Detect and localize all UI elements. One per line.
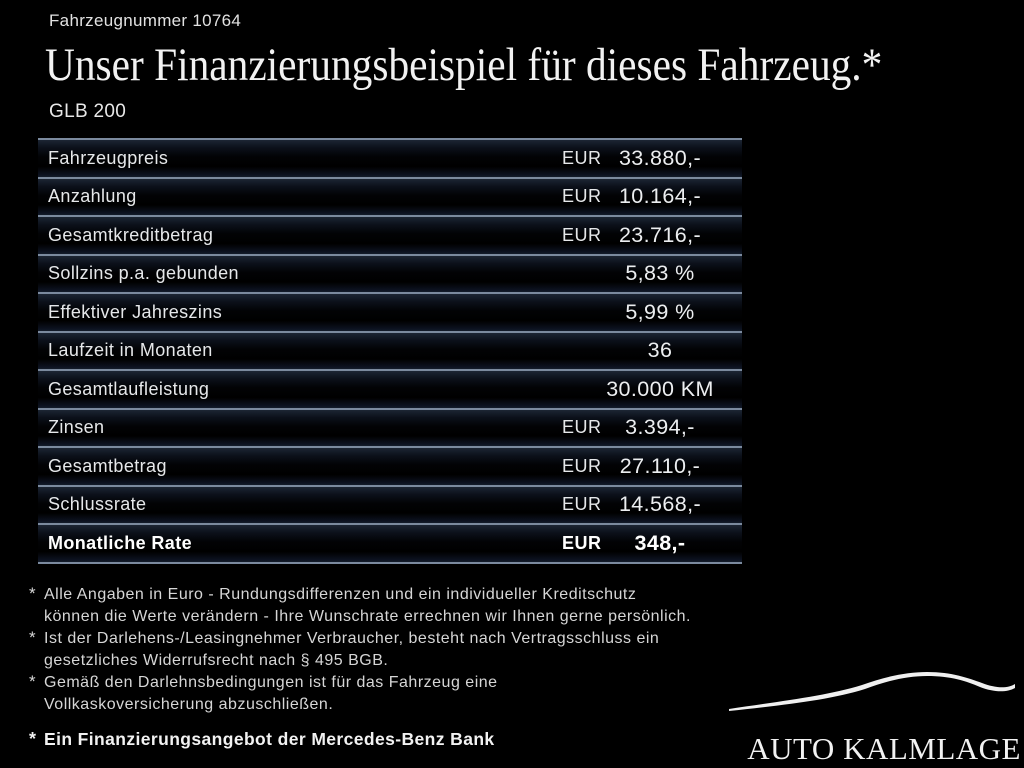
asterisk-marker: * bbox=[29, 628, 36, 647]
row-label: Schlussrate bbox=[48, 494, 147, 515]
asterisk-marker: * bbox=[29, 672, 36, 691]
row-label: Laufzeit in Monaten bbox=[48, 340, 213, 361]
row-currency: EUR bbox=[562, 147, 602, 168]
row-fahrzeugpreis: Fahrzeugpreis EUR 33.880,- bbox=[38, 138, 742, 177]
row-gesamtbetrag: Gesamtbetrag EUR 27.110,- bbox=[38, 446, 742, 485]
row-label: Monatliche Rate bbox=[48, 532, 193, 553]
row-monatliche-rate: Monatliche Rate EUR 348,- bbox=[38, 523, 742, 562]
car-silhouette-icon bbox=[729, 672, 1015, 711]
row-value: 36 bbox=[647, 338, 673, 363]
row-value: 348,- bbox=[634, 530, 686, 555]
row-laufzeit: Laufzeit in Monaten 36 bbox=[38, 330, 742, 369]
row-currency: EUR bbox=[562, 532, 602, 553]
asterisk-marker: * bbox=[29, 584, 36, 603]
row-currency: EUR bbox=[562, 224, 602, 245]
vehicle-model: GLB 200 bbox=[49, 101, 127, 122]
row-value: 5,83 % bbox=[625, 261, 695, 286]
row-value: 27.110,- bbox=[619, 453, 701, 478]
row-gesamtlaufleistung: Gesamtlaufleistung 30.000 KM bbox=[38, 369, 742, 408]
row-sollzins: Sollzins p.a. gebunden 5,83 % bbox=[38, 253, 742, 292]
row-value: 5,99 % bbox=[625, 299, 695, 324]
vehicle-number: Fahrzeugnummer 10764 bbox=[49, 11, 242, 30]
financing-offer-note: * Ein Finanzierungsangebot der Mercedes-… bbox=[29, 729, 495, 750]
page-title: Unser Finanzierungsbeispiel für dieses F… bbox=[45, 39, 883, 91]
row-zinsen: Zinsen EUR 3.394,- bbox=[38, 407, 742, 446]
row-label: Sollzins p.a. gebunden bbox=[48, 263, 239, 284]
footnote-rounding: * Alle Angaben in Euro - Rundungsdiffere… bbox=[29, 584, 769, 628]
row-label: Fahrzeugpreis bbox=[48, 147, 169, 168]
row-value: 10.164,- bbox=[618, 184, 702, 209]
row-currency: EUR bbox=[562, 186, 602, 207]
row-currency: EUR bbox=[562, 455, 602, 476]
row-label: Gesamtkreditbetrag bbox=[48, 224, 214, 245]
footnote-text: Gemäß den Darlehnsbedingungen ist für da… bbox=[44, 674, 498, 713]
row-anzahlung: Anzahlung EUR 10.164,- bbox=[38, 176, 742, 215]
footnote-widerrufsrecht: * Ist der Darlehens-/Leasingnehmer Verbr… bbox=[29, 628, 769, 672]
row-value: 30.000 KM bbox=[606, 376, 714, 401]
footnotes: * Alle Angaben in Euro - Rundungsdiffere… bbox=[29, 584, 769, 716]
footnote-text: Alle Angaben in Euro - Rundungsdifferenz… bbox=[44, 586, 691, 625]
row-label: Gesamtbetrag bbox=[48, 455, 167, 476]
row-label: Gesamtlaufleistung bbox=[48, 378, 210, 399]
footnote-vollkasko: * Gemäß den Darlehnsbedingungen ist für … bbox=[29, 672, 769, 716]
offer-note-text: Ein Finanzierungsangebot der Mercedes-Be… bbox=[44, 729, 495, 749]
asterisk-marker: * bbox=[29, 729, 37, 749]
row-schlussrate: Schlussrate EUR 14.568,- bbox=[38, 484, 742, 523]
row-gesamtkreditbetrag: Gesamtkreditbetrag EUR 23.716,- bbox=[38, 215, 742, 254]
dealer-logo: AUTO KALMLAGE bbox=[724, 668, 1024, 768]
row-label: Effektiver Jahreszins bbox=[48, 301, 223, 322]
row-label: Zinsen bbox=[48, 417, 105, 438]
row-value: 14.568,- bbox=[618, 492, 702, 517]
row-value: 23.716,- bbox=[618, 222, 702, 247]
financing-table: Fahrzeugpreis EUR 33.880,- Anzahlung EUR… bbox=[38, 138, 742, 564]
row-currency: EUR bbox=[562, 494, 602, 515]
footnote-text: Ist der Darlehens-/Leasingnehmer Verbrau… bbox=[44, 630, 660, 669]
row-effektiver-jahreszins: Effektiver Jahreszins 5,99 % bbox=[38, 292, 742, 331]
dealer-name: AUTO KALMLAGE bbox=[747, 731, 1021, 766]
row-currency: EUR bbox=[562, 417, 602, 438]
row-value: 3.394,- bbox=[625, 415, 695, 440]
row-value: 33.880,- bbox=[618, 145, 702, 170]
row-label: Anzahlung bbox=[48, 186, 137, 207]
